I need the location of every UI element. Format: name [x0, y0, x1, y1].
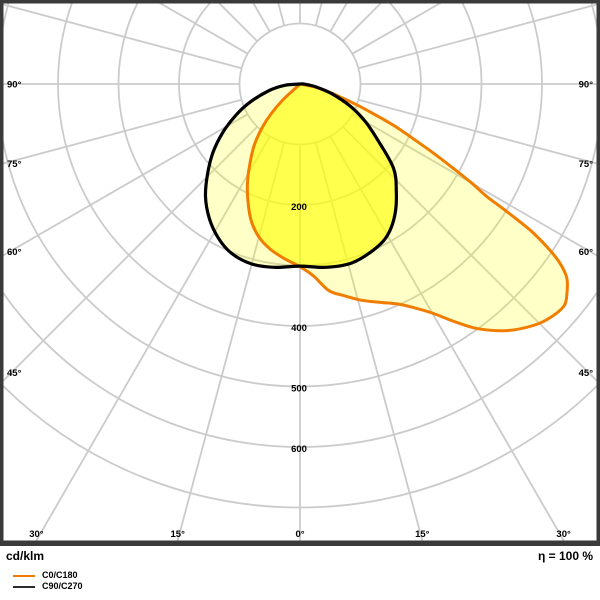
legend-item-c90-c270: C90/C270	[13, 581, 83, 592]
grid-ray	[3, 98, 242, 165]
grid-ray	[351, 113, 597, 257]
grid-ray	[358, 98, 597, 165]
legend-line-c0-c180	[13, 574, 35, 577]
grid-ray	[314, 142, 424, 541]
ring-label: 400	[291, 323, 307, 334]
angle-label-bottom: 15°	[171, 529, 186, 540]
grid-ray	[176, 142, 286, 541]
angle-label-left: 45°	[7, 368, 22, 379]
units-label: cd/klm	[6, 549, 45, 563]
ring-label: 200	[291, 202, 307, 213]
angle-label-left: 60°	[7, 247, 22, 258]
curve-c90-c270	[203, 82, 399, 269]
grid-ray	[329, 135, 565, 541]
grid-ray	[342, 126, 597, 383]
polar-chart-area: 200 400 500 600 90° 90° 75° 75° 60° 60° 45° 45° 30° 1…	[0, 0, 600, 546]
legend: C0/C180 C90/C270	[13, 570, 83, 592]
legend-line-c90-c270	[13, 585, 35, 588]
angle-label-left: 75°	[7, 159, 22, 170]
angle-label-right: 90°	[579, 80, 594, 91]
angle-label-bottom: 30°	[29, 529, 44, 540]
grid-ray	[35, 135, 271, 541]
legend-label-c0-c180: C0/C180	[42, 570, 78, 580]
angle-label-bottom: 15°	[415, 529, 430, 540]
angle-label-right: 75°	[579, 159, 594, 170]
photometric-polar-chart: 200 400 500 600 90° 90° 75° 75° 60° 60° 45° 45° 30° 1…	[0, 0, 600, 546]
angle-label-left: 90°	[7, 80, 22, 91]
chart-labels: 200 400 500 600 90° 90° 75° 75° 60° 60° 45° 45° 30° 1…	[7, 80, 593, 541]
grid-ray	[358, 3, 597, 70]
angle-label-bottom: 30°	[556, 529, 571, 540]
distribution-curves	[203, 82, 569, 333]
grid-ray	[3, 126, 258, 383]
ring-label: 500	[291, 384, 307, 395]
angle-label-bottom: 0°	[295, 529, 304, 540]
ring-label: 600	[291, 444, 307, 455]
angle-label-right: 60°	[579, 247, 594, 258]
chart-footer: cd/klm η = 100 %	[0, 546, 600, 600]
chart-frame	[0, 0, 600, 546]
angle-label-right: 45°	[579, 368, 594, 379]
legend-label-c90-c270: C90/C270	[42, 581, 83, 591]
curve-c0-c180	[245, 82, 569, 333]
legend-item-c0-c180: C0/C180	[13, 570, 83, 581]
grid-ray	[3, 3, 242, 70]
efficiency-label: η = 100 %	[537, 549, 593, 563]
grid-ray	[3, 113, 249, 257]
distribution-fills	[205, 83, 568, 331]
